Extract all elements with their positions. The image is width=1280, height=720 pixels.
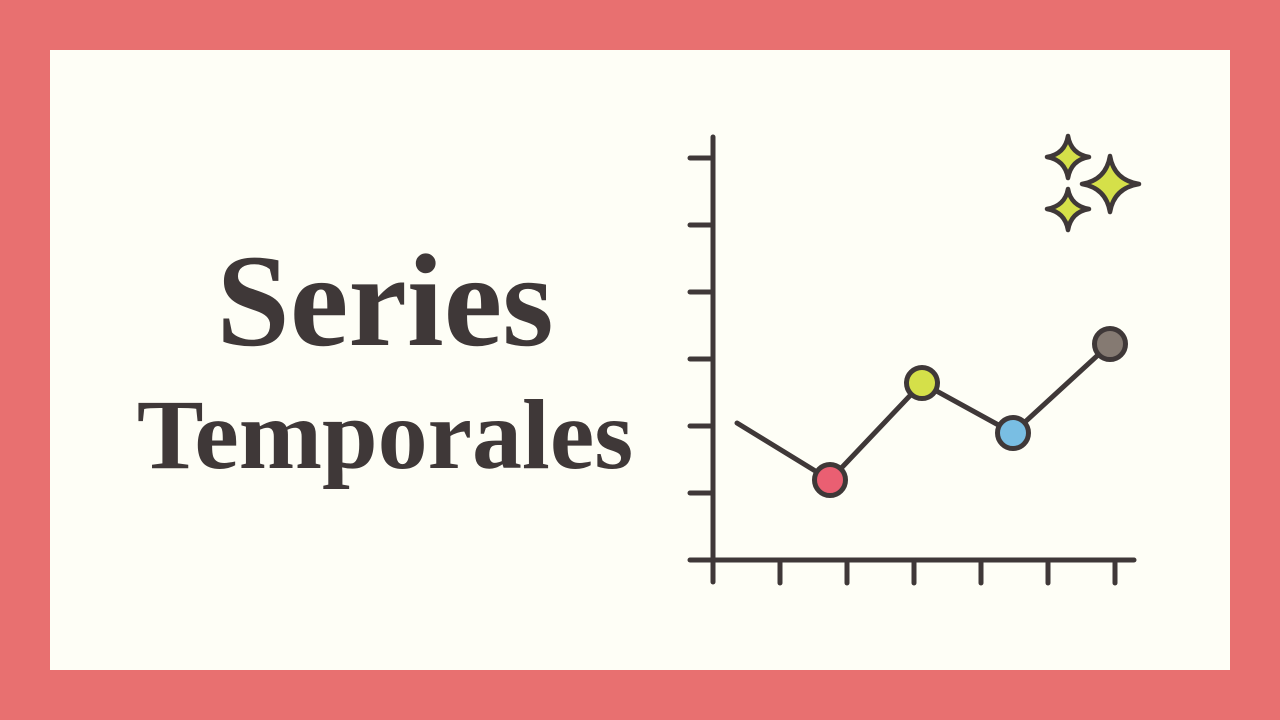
- point-blue: [995, 415, 1031, 451]
- point-yellow: [904, 365, 940, 401]
- chart-axes: [687, 134, 1137, 586]
- sparkle-small-bottom: [1044, 186, 1092, 233]
- sparkles-icon: [1044, 133, 1142, 233]
- chart-series-line: [734, 341, 1113, 483]
- title-line-2: Temporales: [136, 379, 634, 490]
- point-red: [812, 462, 848, 498]
- title-line-1: Series: [216, 227, 554, 374]
- sparkle-large: [1079, 153, 1142, 215]
- sparkle-small-top: [1044, 133, 1092, 181]
- title-card: Series Temporales: [50, 50, 1230, 670]
- point-gray: [1092, 326, 1128, 362]
- chart-points: [812, 326, 1128, 498]
- title-block: Series Temporales: [50, 50, 690, 670]
